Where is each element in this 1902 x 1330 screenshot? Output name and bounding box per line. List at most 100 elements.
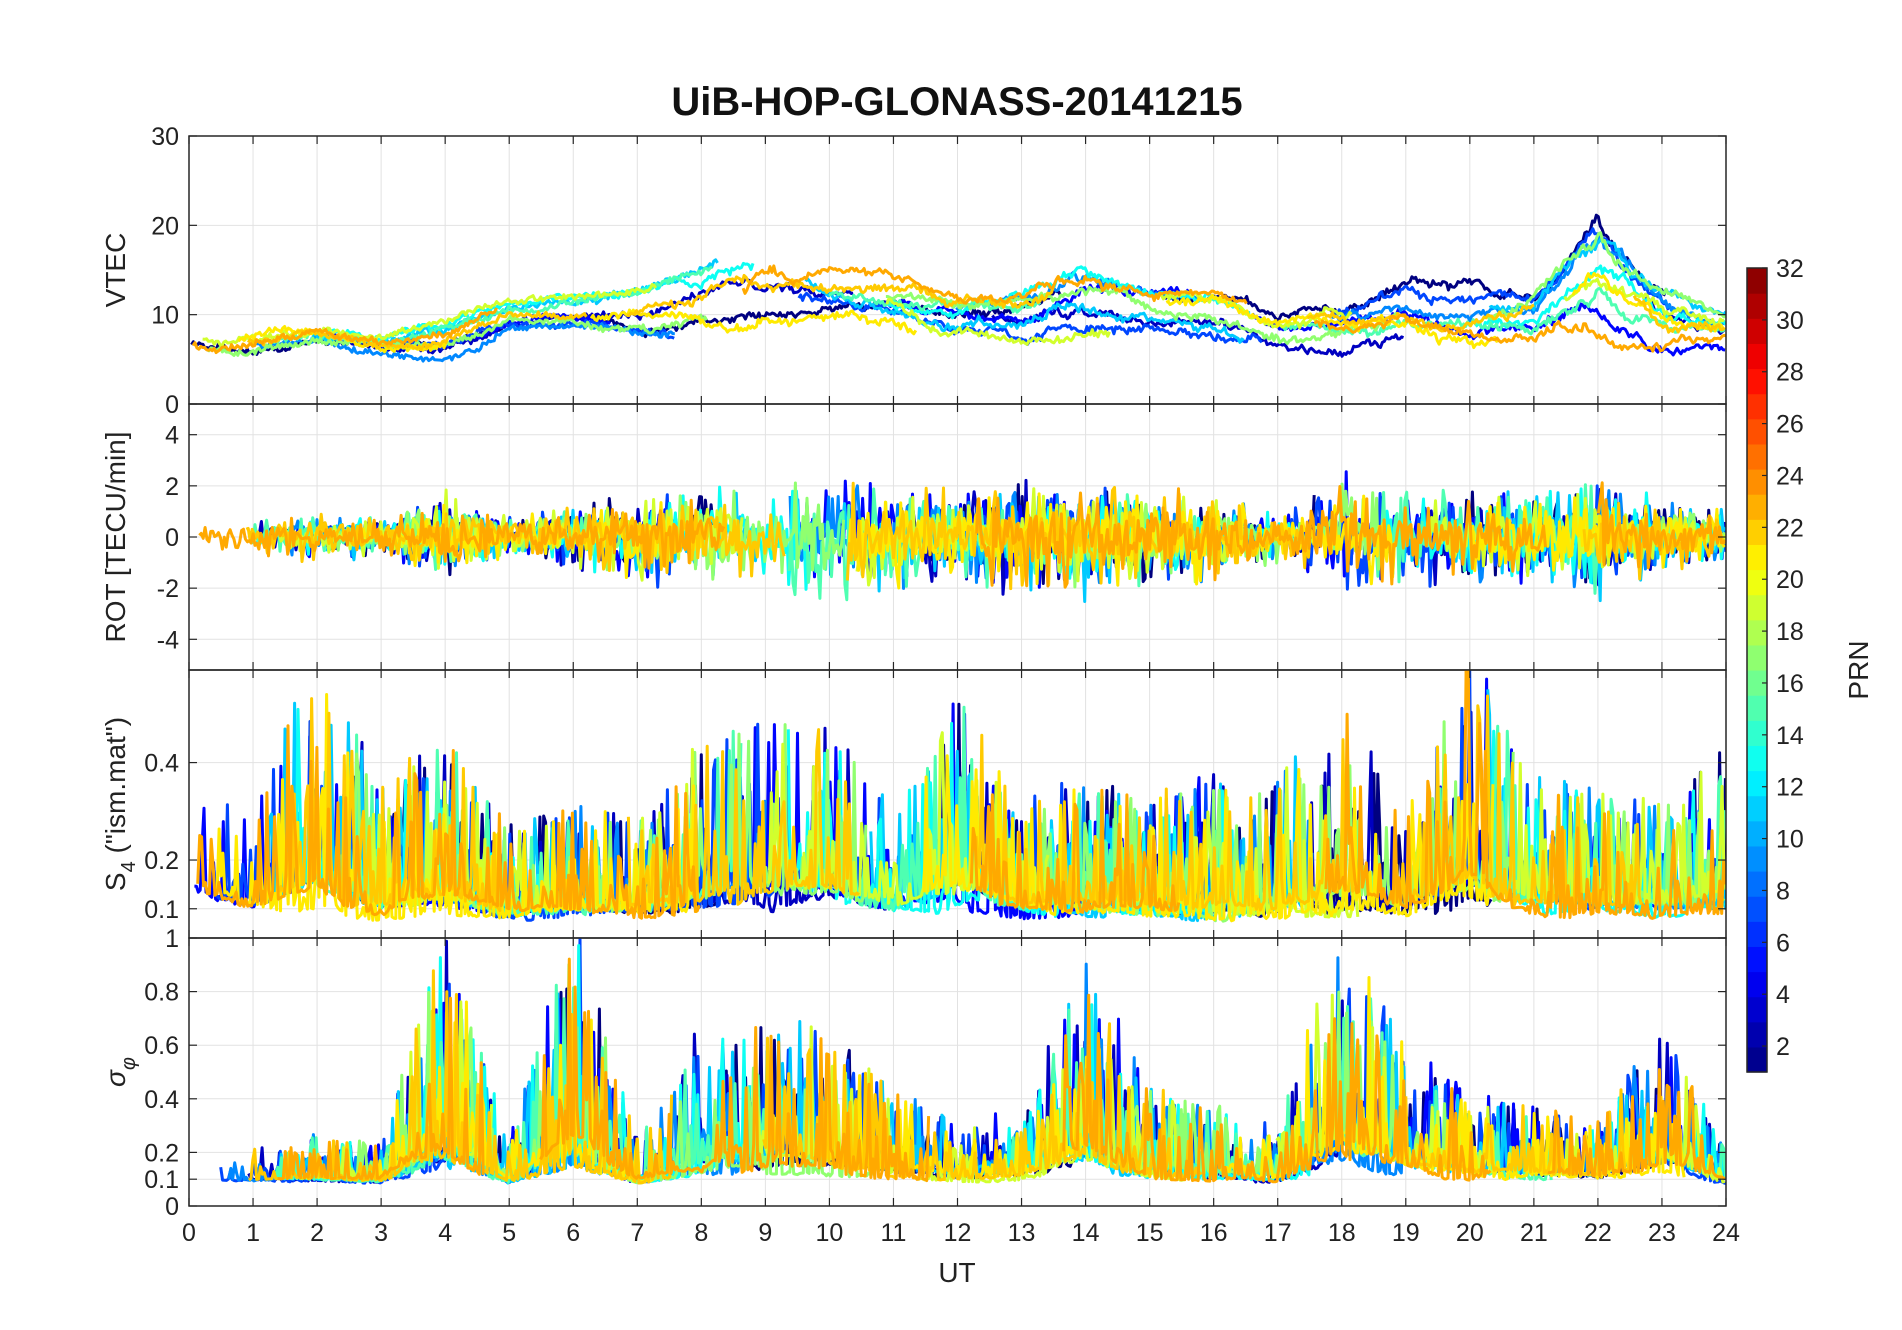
panel-3: 0.1 0.2 0.4S4 ("ism.mat") bbox=[100, 669, 1727, 939]
colorbar-tick-label: 28 bbox=[1776, 359, 1804, 387]
series-line bbox=[277, 996, 485, 1181]
x-tick-label: 9 bbox=[758, 1219, 772, 1247]
colorbar-tick-label: 10 bbox=[1776, 826, 1804, 854]
x-tick-label: 14 bbox=[1072, 1219, 1100, 1247]
colorbar-band bbox=[1747, 946, 1767, 973]
series-line bbox=[589, 308, 918, 336]
series-line bbox=[885, 265, 1251, 320]
x-tick-label: 1 bbox=[246, 1219, 260, 1247]
colorbar-tick-label: 20 bbox=[1776, 566, 1804, 594]
series-group bbox=[219, 938, 1726, 1185]
colorbar-band bbox=[1747, 393, 1767, 420]
colorbar-band bbox=[1747, 368, 1767, 395]
series-line bbox=[969, 788, 1181, 914]
colorbar-label: PRN bbox=[1843, 640, 1874, 699]
series-line bbox=[1324, 670, 1726, 920]
x-tick-label: 18 bbox=[1328, 1219, 1356, 1247]
x-tick-label: 23 bbox=[1648, 1219, 1676, 1247]
y-tick-label: -2 bbox=[157, 575, 179, 603]
series-line bbox=[198, 498, 726, 570]
x-tick-label: 17 bbox=[1264, 1219, 1292, 1247]
colorbar-tick-label: 16 bbox=[1776, 670, 1804, 698]
panel-2: -4 -2 0 2 4 ROT [TECU/min] bbox=[100, 403, 1727, 671]
series-line bbox=[885, 285, 1398, 345]
colorbar-tick-label: 8 bbox=[1776, 877, 1790, 905]
x-tick-label: 0 bbox=[182, 1219, 196, 1247]
x-tick-label: 15 bbox=[1136, 1219, 1164, 1247]
y-tick-label: 0.2 bbox=[144, 847, 179, 875]
y-tick-label: 0.6 bbox=[144, 1032, 179, 1060]
series-line bbox=[1486, 231, 1726, 321]
chart-title: UiB-HOP-GLONASS-20141215 bbox=[671, 80, 1242, 124]
colorbar-band bbox=[1747, 519, 1767, 545]
y-tick-label: 0.1 bbox=[144, 896, 179, 924]
series-group bbox=[198, 470, 1726, 603]
y-tick-label: 0.4 bbox=[144, 750, 179, 778]
y-tick-label: 0 bbox=[165, 1193, 179, 1221]
y-tick-label: -4 bbox=[157, 626, 179, 654]
x-tick-label: 19 bbox=[1392, 1219, 1420, 1247]
colorbar-band bbox=[1747, 871, 1767, 897]
y-tick-label: 0.8 bbox=[144, 979, 179, 1007]
series-line bbox=[1062, 993, 1492, 1184]
x-tick-label: 10 bbox=[816, 1219, 844, 1247]
x-tick-label: 21 bbox=[1520, 1219, 1548, 1247]
series-line bbox=[191, 307, 498, 355]
series-line bbox=[272, 983, 789, 1184]
colorbar-band bbox=[1747, 996, 1767, 1023]
series-line bbox=[885, 297, 1111, 346]
x-tick-label: 13 bbox=[1008, 1219, 1036, 1247]
colorbar-band bbox=[1747, 820, 1767, 847]
colorbar-band bbox=[1747, 770, 1767, 797]
colorbar-band bbox=[1747, 845, 1767, 872]
series-group bbox=[194, 670, 1726, 923]
colorbar-band bbox=[1747, 745, 1767, 772]
x-tick-label: 8 bbox=[694, 1219, 708, 1247]
colorbar-band bbox=[1747, 720, 1767, 746]
x-tick-label: 11 bbox=[880, 1219, 906, 1247]
y-tick-label: 4 bbox=[165, 422, 179, 450]
colorbar-band bbox=[1747, 418, 1767, 445]
x-tick-label: 24 bbox=[1712, 1219, 1740, 1247]
colorbar-band bbox=[1747, 644, 1767, 671]
series-line bbox=[741, 264, 1248, 305]
series-line bbox=[196, 724, 701, 920]
y-axis-label: σφ bbox=[100, 1057, 140, 1087]
series-line bbox=[1313, 313, 1726, 353]
colorbar-band bbox=[1747, 670, 1767, 696]
y-axis-label: VTEC bbox=[100, 233, 131, 308]
y-tick-label: 0 bbox=[165, 524, 179, 552]
series-line bbox=[847, 492, 1398, 590]
colorbar-band bbox=[1747, 921, 1767, 947]
x-tick-label: 16 bbox=[1200, 1219, 1228, 1247]
series-line bbox=[539, 957, 931, 1183]
colorbar-band bbox=[1747, 695, 1767, 721]
series-group bbox=[190, 213, 1726, 363]
colorbar-tick-label: 12 bbox=[1776, 774, 1804, 802]
series-line bbox=[991, 305, 1405, 358]
series-line bbox=[626, 728, 860, 907]
x-tick-label: 3 bbox=[374, 1219, 388, 1247]
colorbar-tick-label: 2 bbox=[1776, 1033, 1790, 1061]
colorbar-band bbox=[1747, 1046, 1767, 1073]
y-tick-label: 0 bbox=[165, 391, 179, 419]
x-tick-label: 12 bbox=[944, 1219, 972, 1247]
colorbar-band bbox=[1747, 569, 1767, 596]
colorbar-tick-label: 30 bbox=[1776, 307, 1804, 335]
colorbar-band bbox=[1747, 795, 1767, 822]
y-axis-label: ROT [TECU/min] bbox=[100, 431, 131, 642]
y-axis-label: S4 ("ism.mat") bbox=[100, 717, 140, 891]
x-tick-label: 4 bbox=[438, 1219, 452, 1247]
y-tick-label: 0.4 bbox=[144, 1086, 179, 1114]
x-tick-label: 6 bbox=[566, 1219, 580, 1247]
y-tick-label: 0.1 bbox=[144, 1166, 179, 1194]
series-line bbox=[1165, 293, 1500, 350]
series-line bbox=[1306, 303, 1535, 333]
colorbar-tick-label: 14 bbox=[1776, 722, 1804, 750]
series-line bbox=[1563, 277, 1725, 326]
y-tick-label: 20 bbox=[151, 212, 179, 240]
colorbar-tick-label: 6 bbox=[1776, 929, 1790, 957]
y-tick-label: 10 bbox=[151, 302, 179, 330]
